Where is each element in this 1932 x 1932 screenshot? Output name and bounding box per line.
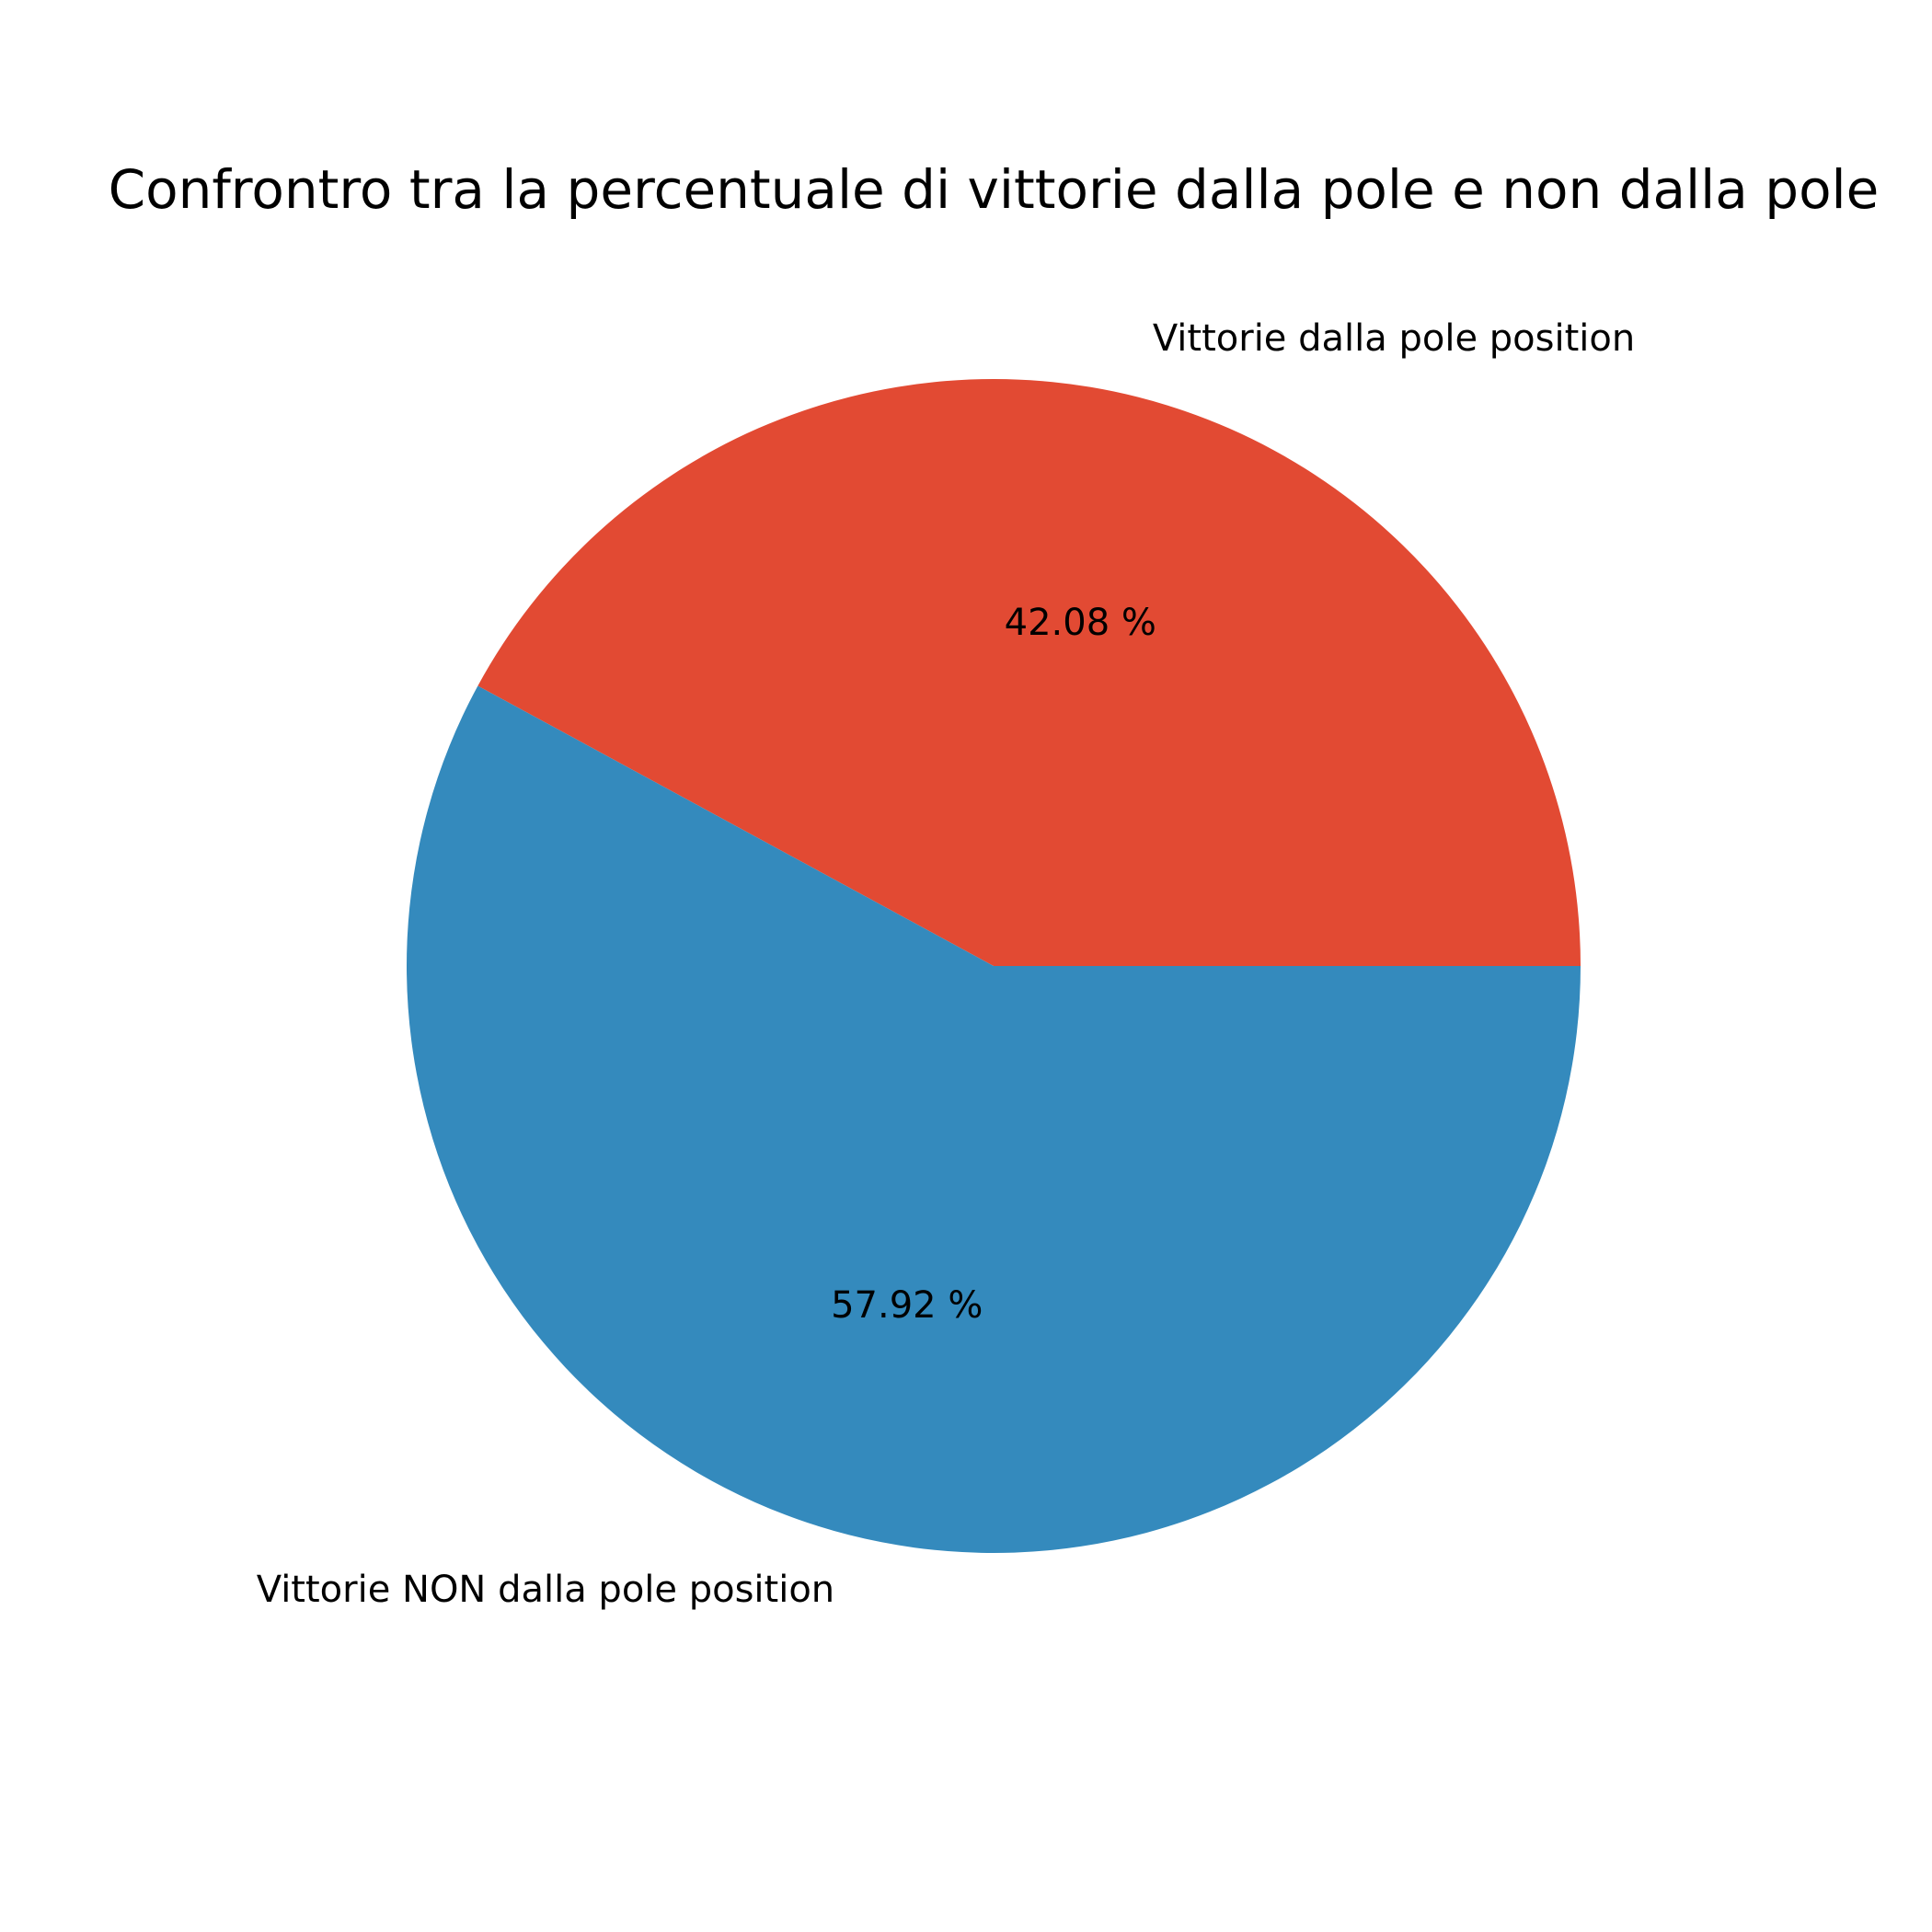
slice-label-2: Vittorie NON dalla pole position (257, 1569, 834, 1611)
pie-labels: Vittorie dalla pole position 42.08 % Vitto… (257, 317, 1636, 1611)
pie-slice-2 (406, 685, 1581, 1554)
pie-slice-1 (477, 379, 1581, 966)
slice-label-1: Vittorie dalla pole position (1153, 317, 1635, 360)
chart-title: Confrontro tra la percentuale di vittori… (109, 158, 1880, 221)
slice-percent-1: 42.08 % (1005, 602, 1156, 644)
pie-slices (406, 379, 1581, 1554)
slice-percent-2: 57.92 % (831, 1284, 983, 1327)
